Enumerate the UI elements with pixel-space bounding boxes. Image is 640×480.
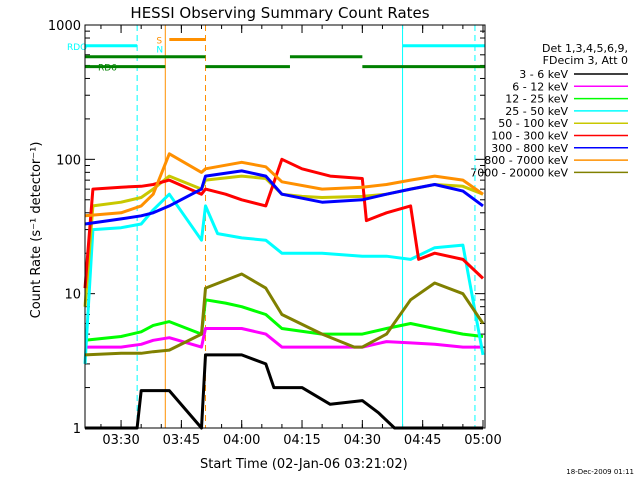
x-tick-label: 04:00 [223,433,260,448]
x-tick-label: 03:45 [163,433,200,448]
legend-label: 7000 - 20000 keV [470,166,568,179]
flag-label: RDO [67,43,87,53]
series-line-3 [83,192,485,364]
legend: Det 1,3,4,5,6,9, FDecim 3, Att 0 3 - 6 k… [470,42,628,179]
y-axis-label: Count Rate (s⁻¹ detector⁻¹) [29,142,44,319]
legend-label: 3 - 6 keV [519,68,568,81]
legend-header-line-1: Det 1,3,4,5,6,9, [542,42,628,55]
x-tick-label: 04:45 [404,433,441,448]
x-tick-label: 03:30 [102,433,139,448]
y-tick-label: 1000 [48,19,81,34]
flag-label: S [156,36,162,46]
x-axis-label: Start Time (02-Jan-06 03:21:02) [200,457,408,472]
legend-header-line-2: FDecim 3, Att 0 [543,54,628,67]
legend-label: 300 - 800 keV [491,142,568,155]
legend-label: 12 - 25 keV [505,93,568,106]
legend-label: 100 - 300 keV [491,130,568,143]
y-tick-label: 10 [64,288,81,303]
series-line-1 [85,327,483,349]
legend-label: 6 - 12 keV [512,80,568,93]
timestamp: 18-Dec-2009 01:11 [566,468,634,476]
series-line-2 [84,298,484,342]
x-tick-label: 04:30 [344,433,381,448]
flag-label: RD6 [98,64,117,74]
legend-label: 25 - 50 keV [505,105,568,118]
legend-label: 800 - 7000 keV [484,154,568,167]
y-tick-label: 100 [56,153,81,168]
x-tick-label: 04:15 [283,433,320,448]
y-tick-label: 1 [73,422,81,437]
series-line-0 [85,353,483,430]
series-line-8 [84,272,485,357]
series-line-7 [84,152,484,218]
x-tick-label: 05:00 [464,433,501,448]
plot-area: RDO RD6 SN [67,25,485,430]
series-line-5 [83,157,485,289]
chart-title: HESSI Observing Summary Count Rates [130,4,429,22]
legend-label: 50 - 100 keV [498,117,568,130]
series-line-6 [84,169,484,226]
flag-label-n: N [156,45,163,55]
plot-frame [84,24,486,429]
